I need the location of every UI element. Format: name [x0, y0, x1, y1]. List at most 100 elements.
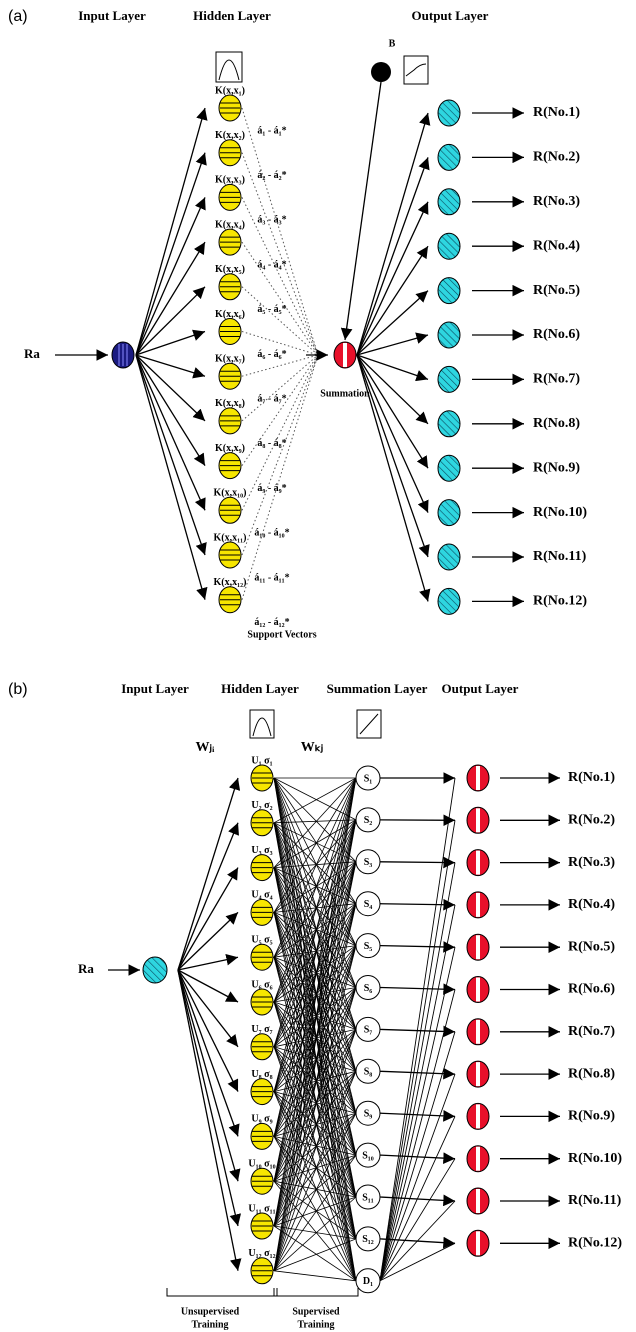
weight-line — [273, 861, 357, 1271]
summation-node — [355, 891, 381, 917]
arrow — [356, 354, 430, 558]
kernel-icon — [215, 51, 243, 83]
weight-line — [273, 1091, 357, 1240]
kernel-label: K(x,x₅) — [215, 264, 245, 275]
hidden-node — [250, 1033, 274, 1061]
arrow — [135, 354, 206, 511]
output-node — [437, 499, 461, 527]
weight-line — [273, 822, 357, 904]
summation-node — [355, 1100, 381, 1126]
output-node — [437, 188, 461, 216]
hidden-node — [218, 452, 242, 480]
weight-line — [273, 987, 357, 1137]
weight-line — [273, 912, 357, 1281]
layer-title: Output Layer — [442, 681, 519, 696]
summation-node-label: S₅ — [364, 941, 373, 952]
kernel-label: K(x,x₁₂) — [214, 577, 247, 588]
weight-label: Wⱼᵢ — [196, 740, 215, 755]
weight-line — [273, 903, 357, 1092]
arrow — [356, 112, 431, 356]
coefficient-label: á₃ - á₃* — [257, 215, 286, 226]
weight-line — [273, 1001, 357, 1030]
node-stripe — [476, 766, 480, 790]
output-label: R(No.8) — [568, 1066, 615, 1081]
weight-line — [273, 861, 357, 1003]
hidden-node — [250, 1078, 274, 1106]
weight-line — [273, 1001, 357, 1281]
training-label: Training — [191, 1319, 228, 1330]
arrow — [135, 354, 206, 422]
output-node — [437, 143, 461, 171]
output-label: R(No.3) — [568, 855, 615, 870]
weight-line — [273, 777, 357, 1003]
weight-line — [273, 1029, 357, 1137]
kernel-label: K(x,x₄) — [215, 219, 245, 230]
weight-line — [273, 777, 357, 1182]
arrow — [379, 1110, 456, 1122]
weight-line — [273, 1136, 357, 1156]
arrow — [177, 969, 240, 1137]
weight-line — [273, 1070, 357, 1092]
arrow — [379, 1236, 456, 1249]
weight-line — [273, 1196, 357, 1272]
weight-line — [273, 903, 357, 913]
node-stripe — [476, 1019, 480, 1044]
weight-line — [273, 867, 357, 1072]
arrow — [356, 332, 429, 356]
weight-line — [273, 861, 357, 868]
summation-node — [355, 975, 381, 1000]
summation-node — [355, 1268, 381, 1294]
hidden-node — [250, 854, 274, 882]
arrow — [135, 354, 207, 556]
hidden-node — [218, 318, 242, 345]
weight-line — [273, 1029, 357, 1271]
red-node — [333, 341, 357, 369]
weight-line — [273, 912, 357, 1072]
weight-line — [241, 354, 319, 600]
summation-node-label: S₈ — [364, 1067, 373, 1078]
weight-line — [273, 1001, 357, 1198]
coefficient-label: á₅ - á₅* — [257, 304, 286, 315]
output-label: R(No.10) — [533, 505, 587, 520]
summation-node — [355, 1142, 381, 1168]
weight-line — [273, 777, 357, 1047]
weight-line — [273, 1029, 357, 1048]
hidden-node — [218, 183, 242, 211]
output-label: R(No.3) — [533, 194, 580, 209]
hidden-node-label: U₁₀ σ₁₀ — [248, 1158, 275, 1169]
arrow — [135, 286, 206, 356]
red-node — [466, 1060, 490, 1088]
weight-line — [273, 819, 357, 868]
denominator-line — [379, 1242, 456, 1282]
bias-node — [371, 62, 391, 82]
weight-line — [273, 1046, 357, 1156]
weight-line — [241, 197, 319, 356]
output-label: R(No.10) — [568, 1151, 622, 1166]
weight-label: Wₖⱼ — [301, 740, 323, 755]
output-node — [437, 277, 461, 305]
red-node — [466, 976, 490, 1003]
coefficient-label: á₁₀ - á₁₀* — [254, 528, 289, 539]
output-label: R(No.6) — [568, 982, 615, 997]
weight-line — [273, 945, 357, 958]
hidden-node — [218, 273, 242, 301]
node-stripe — [343, 343, 347, 367]
coefficient-label: á₆ - á₆* — [257, 349, 286, 360]
activation-icon — [403, 55, 429, 85]
red-node — [466, 933, 490, 961]
red-node — [466, 1229, 490, 1257]
arrow — [177, 969, 242, 1227]
node-stripe — [476, 1062, 480, 1087]
hidden-node — [218, 94, 242, 122]
summation-node-label: S₁₀ — [362, 1150, 374, 1161]
output-label: R(No.4) — [533, 238, 580, 253]
node-stripe — [476, 892, 480, 917]
weight-line — [273, 1029, 357, 1092]
arrow — [356, 157, 430, 356]
hidden-node — [250, 898, 274, 926]
weight-line — [273, 1091, 357, 1198]
hidden-node — [250, 1257, 274, 1285]
weight-line — [273, 1046, 357, 1240]
coefficient-label: á₁₁ - á₁₁* — [254, 572, 289, 583]
summation-node-label: S₄ — [364, 899, 373, 910]
